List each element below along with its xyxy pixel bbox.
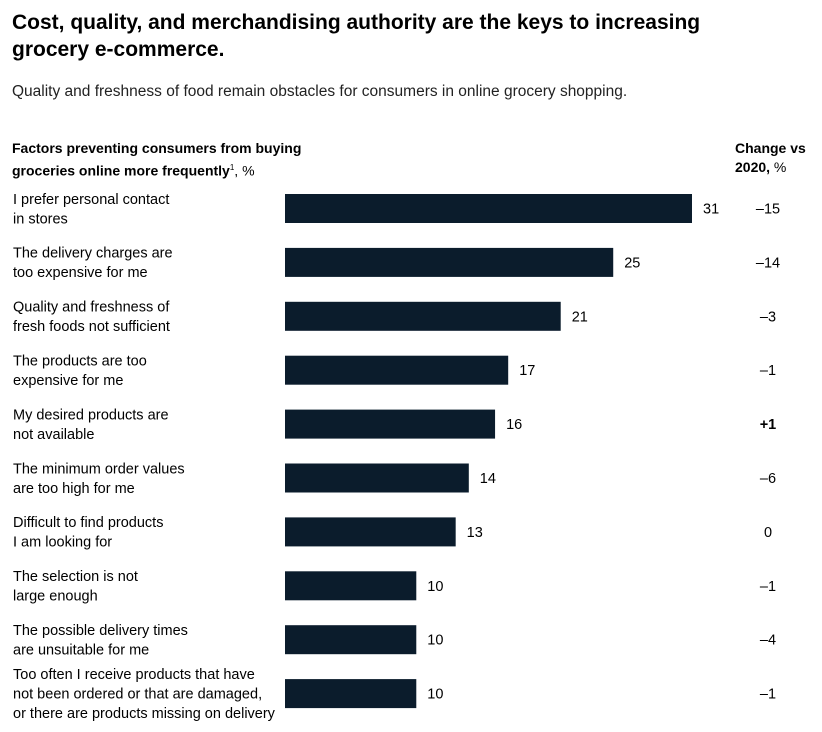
right-column-header-unit: % <box>770 159 787 175</box>
category-label: The delivery charges are too expensive fo… <box>13 246 173 282</box>
change-value: 0 <box>764 525 772 541</box>
category-label: I prefer personal contact in stores <box>13 192 169 228</box>
value-label: 13 <box>467 525 483 541</box>
bar <box>285 463 469 493</box>
category-label: Difficult to find products I am looking f… <box>13 515 163 551</box>
bar <box>285 517 456 547</box>
right-column-header: Change vs 2020, % <box>735 139 820 177</box>
change-value: –1 <box>760 687 776 703</box>
bar <box>285 571 417 601</box>
value-label: 21 <box>572 309 588 325</box>
value-label: 31 <box>703 202 719 218</box>
change-value: +1 <box>760 417 777 433</box>
change-value: –15 <box>756 202 780 218</box>
change-value: –3 <box>760 309 776 325</box>
category-label: The products are too expensive for me <box>13 353 147 389</box>
value-label: 16 <box>506 417 522 433</box>
change-value: –14 <box>756 255 780 271</box>
left-column-header-text: Factors preventing consumers from buying… <box>12 140 302 179</box>
bar <box>285 679 417 709</box>
value-label: 14 <box>480 471 496 487</box>
category-label: The possible delivery times are unsuitabl… <box>13 623 188 659</box>
bar <box>285 301 561 331</box>
chart-subtitle: Quality and freshness of food remain obs… <box>12 83 628 100</box>
left-column-header: Factors preventing consumers from buying… <box>12 139 352 181</box>
bar <box>285 625 417 655</box>
value-label: 17 <box>519 363 535 379</box>
change-value: –4 <box>760 633 776 649</box>
footnote-mark: 1 <box>229 163 235 172</box>
value-label: 25 <box>624 255 640 271</box>
value-label: 10 <box>427 579 443 595</box>
category-label: The selection is not large enough <box>13 569 138 605</box>
change-value: –1 <box>760 579 776 595</box>
bar <box>285 355 509 385</box>
category-label: The minimum order values are too high for… <box>13 461 185 497</box>
bar <box>285 194 692 223</box>
bar <box>285 247 614 277</box>
change-value: –6 <box>760 471 776 487</box>
value-label: 10 <box>427 633 443 649</box>
right-column-header-text: Change vs 2020, <box>735 140 806 175</box>
category-label: Quality and freshness of fresh foods not … <box>13 300 170 336</box>
value-label: 10 <box>427 687 443 703</box>
left-column-header-unit: , % <box>234 162 255 179</box>
category-label: My desired products are not available <box>13 407 169 443</box>
category-label: Too often I receive products that have no… <box>13 667 276 722</box>
chart-title: Cost, quality, and merchandising authori… <box>12 11 701 61</box>
bar <box>285 409 496 439</box>
change-value: –1 <box>760 363 776 379</box>
